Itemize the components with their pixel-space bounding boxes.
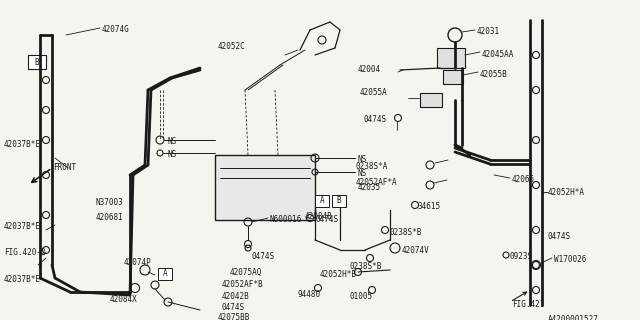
- Text: 0474S: 0474S: [363, 115, 386, 124]
- Text: 42055A: 42055A: [360, 88, 388, 97]
- Text: 42074V: 42074V: [402, 246, 429, 255]
- Text: FIG.420-2: FIG.420-2: [4, 248, 45, 257]
- Text: NS: NS: [167, 137, 176, 146]
- Text: 42052AF*A: 42052AF*A: [356, 178, 397, 187]
- Text: 42055B: 42055B: [480, 70, 508, 79]
- Text: 42052AF*B: 42052AF*B: [222, 280, 264, 289]
- Bar: [28, 55, 46, 69]
- Text: 42068I: 42068I: [96, 213, 124, 222]
- Text: 42052H*B: 42052H*B: [320, 270, 357, 279]
- Text: NS: NS: [357, 169, 366, 178]
- Text: 42075AQ: 42075AQ: [230, 268, 262, 277]
- Text: NS: NS: [357, 155, 366, 164]
- Text: FRONT: FRONT: [53, 163, 76, 172]
- Text: 0238S*B: 0238S*B: [350, 262, 382, 271]
- Text: 42052C: 42052C: [218, 42, 246, 51]
- Text: 42031: 42031: [477, 27, 500, 36]
- Text: NS: NS: [167, 150, 176, 159]
- Text: 42037B*E: 42037B*E: [4, 222, 41, 231]
- Text: 0238S*A: 0238S*A: [356, 162, 388, 171]
- Bar: [420, 93, 442, 107]
- Text: 42052H*A: 42052H*A: [548, 188, 585, 197]
- Bar: [315, 195, 329, 207]
- Text: A: A: [320, 196, 324, 205]
- Text: 0474S: 0474S: [222, 303, 245, 312]
- Text: A: A: [163, 269, 167, 278]
- Text: B: B: [35, 58, 39, 67]
- Text: 42075BB: 42075BB: [218, 313, 250, 320]
- Text: N37003: N37003: [95, 198, 123, 207]
- Text: 42074G: 42074G: [102, 25, 130, 34]
- Text: 0238S*B: 0238S*B: [390, 228, 422, 237]
- Bar: [443, 70, 463, 84]
- Text: 42004: 42004: [358, 65, 381, 74]
- Text: 42065: 42065: [512, 175, 535, 184]
- Text: FIG.421: FIG.421: [512, 300, 545, 309]
- Bar: [437, 48, 465, 68]
- Text: 42035: 42035: [358, 183, 381, 192]
- Text: B: B: [337, 196, 341, 205]
- Text: N600016: N600016: [270, 215, 302, 224]
- Text: 42037B*E: 42037B*E: [4, 275, 41, 284]
- Text: 94480: 94480: [298, 290, 321, 299]
- Text: 01005: 01005: [350, 292, 373, 301]
- Bar: [215, 155, 315, 220]
- Text: 42084X: 42084X: [110, 295, 138, 304]
- Text: 0923S: 0923S: [510, 252, 533, 261]
- Bar: [158, 268, 172, 280]
- Text: 34615: 34615: [418, 202, 441, 211]
- Text: 0474S: 0474S: [548, 232, 571, 241]
- Text: 42084B: 42084B: [305, 212, 333, 221]
- Bar: [332, 195, 346, 207]
- Text: A4200001527: A4200001527: [548, 315, 599, 320]
- Text: 42074P: 42074P: [124, 258, 152, 267]
- Text: W170026: W170026: [554, 255, 586, 264]
- Text: 0474S: 0474S: [315, 215, 338, 224]
- Text: 0474S: 0474S: [252, 252, 275, 261]
- Text: 42042B: 42042B: [222, 292, 250, 301]
- Text: 42037B*E: 42037B*E: [4, 140, 41, 149]
- Text: 42045AA: 42045AA: [482, 50, 515, 59]
